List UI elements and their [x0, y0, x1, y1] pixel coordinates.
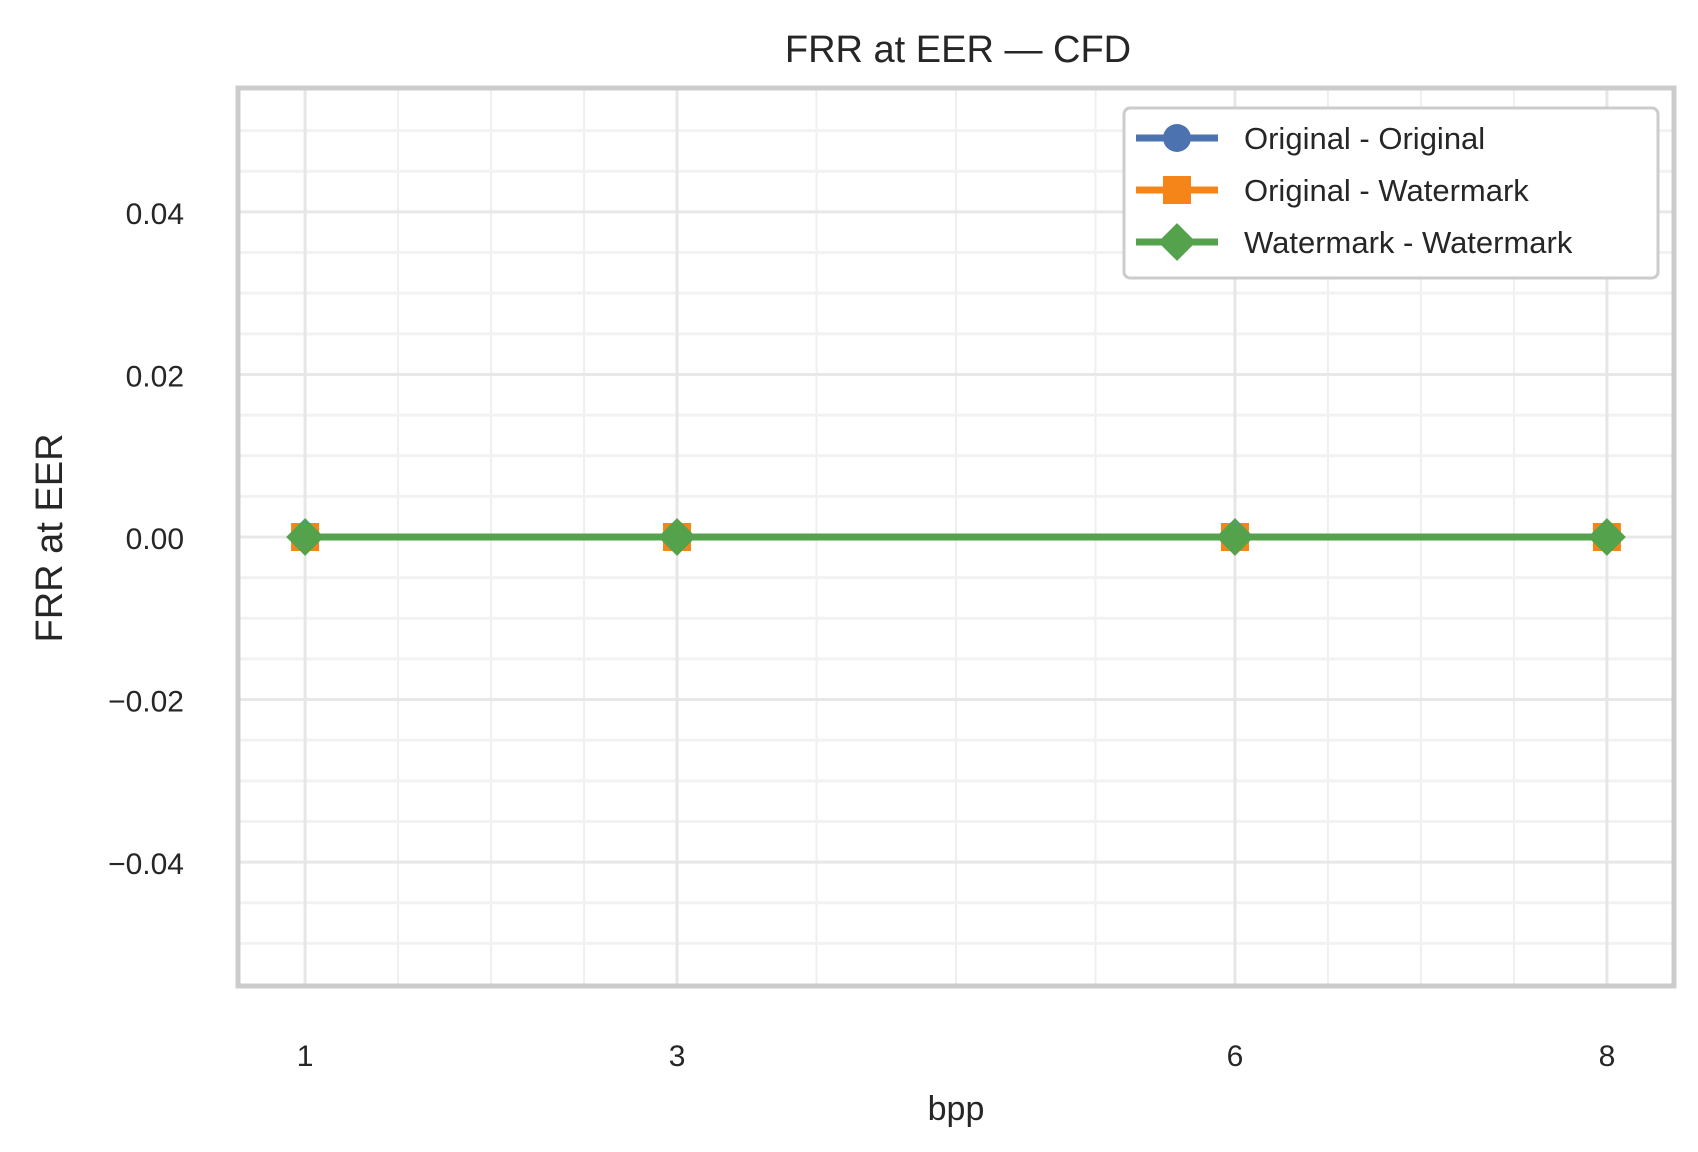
- x-axis-label: bpp: [928, 1090, 985, 1128]
- legend-marker: [1163, 124, 1191, 152]
- legend-box: [1122, 106, 1660, 280]
- legend-label: Watermark - Watermark: [1244, 225, 1573, 260]
- plot-frame: [235, 85, 1677, 989]
- data-point: [658, 518, 696, 556]
- series-layer: [286, 518, 1626, 556]
- legend-item: Original - Original: [1136, 121, 1485, 156]
- tick-labels: −0.04 −0.02 0.00 0.02 0.04 1 3 6 8: [108, 198, 1615, 1073]
- legend-label: Original - Watermark: [1244, 173, 1529, 208]
- data-point: [1588, 518, 1626, 556]
- x-tick-label: 8: [1599, 1040, 1616, 1073]
- legend-marker: [1158, 223, 1196, 261]
- y-tick-label: 0.02: [126, 360, 184, 393]
- chart-title: FRR at EER — CFD: [785, 29, 1131, 71]
- legend-item: Original - Watermark: [1136, 173, 1529, 208]
- legend-label: Original - Original: [1244, 121, 1485, 156]
- legend-marker: [1163, 176, 1191, 204]
- x-tick-label: 6: [1227, 1040, 1244, 1073]
- x-tick-label: 3: [669, 1040, 686, 1073]
- series-3: [286, 518, 1626, 556]
- y-tick-label: −0.04: [108, 848, 184, 881]
- data-point: [1216, 518, 1254, 556]
- legend-item: Watermark - Watermark: [1136, 223, 1573, 261]
- y-tick-label: −0.02: [108, 686, 184, 719]
- y-axis-label: FRR at EER: [29, 433, 71, 642]
- data-point: [286, 518, 324, 556]
- legend: Original - Original Original - Watermark W…: [1122, 106, 1660, 280]
- y-tick-label: 0.04: [126, 198, 184, 231]
- x-tick-label: 1: [297, 1040, 314, 1073]
- y-tick-label: 0.00: [126, 523, 184, 556]
